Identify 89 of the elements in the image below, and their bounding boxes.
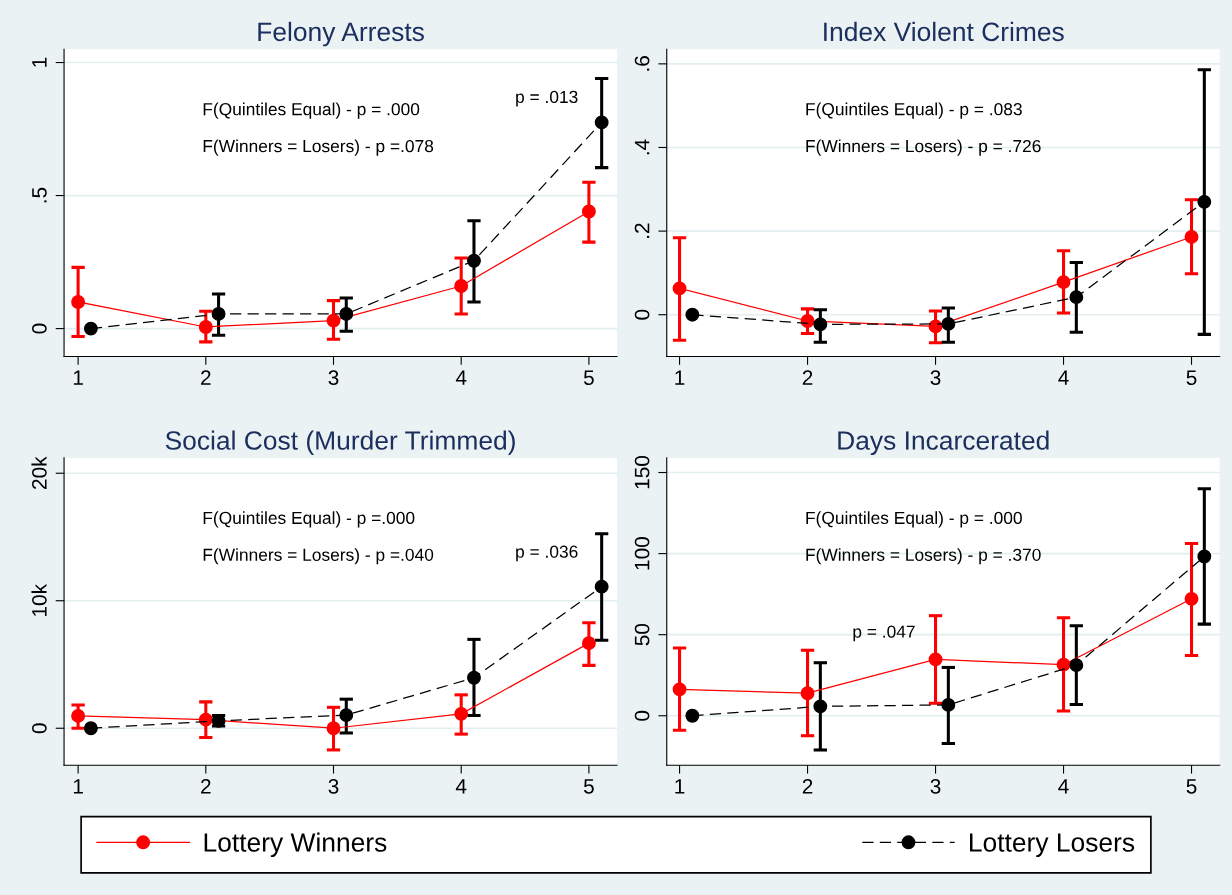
point — [326, 721, 341, 736]
y-tick-label: 0 — [32, 723, 47, 734]
point — [198, 712, 213, 727]
point — [941, 697, 956, 712]
point — [1069, 658, 1084, 673]
x-tick-label: 5 — [583, 370, 594, 386]
x-tick-label: 3 — [930, 370, 941, 386]
point — [71, 295, 86, 309]
annotation: F(Winners = Losers) - p = .370 — [806, 548, 1041, 565]
point — [581, 204, 596, 219]
annotation: p = .047 — [853, 625, 915, 642]
x-tick-label: 4 — [1058, 370, 1069, 385]
point — [581, 636, 596, 651]
point — [1056, 657, 1071, 672]
point — [685, 307, 700, 322]
point — [326, 313, 341, 328]
point — [928, 652, 943, 667]
x-tick-label: 3 — [328, 370, 339, 386]
annotation: F(Winners = Losers) - p =.078 — [203, 139, 434, 156]
x-tick-label: 2 — [201, 370, 211, 385]
point — [467, 670, 481, 685]
point — [800, 686, 815, 701]
point — [1184, 230, 1199, 244]
x-tick-label: 3 — [328, 778, 339, 794]
point — [672, 682, 687, 697]
y-tick-label: 10k — [31, 583, 47, 616]
x-tick-label: 1 — [73, 779, 83, 794]
chart-title: Index Violent Crimes — [824, 21, 1064, 42]
point — [685, 708, 700, 723]
annotation: p = .013 — [516, 90, 578, 107]
point — [339, 708, 354, 723]
x-tick-label: 1 — [675, 370, 685, 385]
point — [1197, 549, 1212, 564]
annotation: F(Winners = Losers) - p =.040 — [203, 548, 434, 565]
x-tick-label: 5 — [583, 779, 594, 794]
annotation: F(Quintiles Equal) - p =.000 — [203, 511, 415, 528]
point — [813, 317, 828, 332]
point — [1069, 290, 1084, 305]
point — [71, 708, 86, 723]
point — [454, 279, 469, 293]
x-tick-label: 4 — [455, 779, 467, 794]
point — [594, 115, 609, 130]
x-tick-label: 2 — [201, 778, 211, 794]
point — [672, 281, 687, 296]
y-tick-label: 0 — [634, 710, 650, 721]
annotation: F(Winners = Losers) - p = .726 — [806, 139, 1041, 156]
point — [813, 699, 828, 714]
annotation: F(Quintiles Equal) - p = .083 — [806, 102, 1022, 119]
y-tick-label: 0 — [32, 323, 47, 334]
chart-title: Days Incarcerated — [838, 430, 1049, 456]
point — [454, 706, 469, 721]
x-tick-label: 2 — [802, 778, 813, 794]
x-tick-label: 5 — [1186, 779, 1197, 794]
annotation: p = .036 — [516, 545, 578, 562]
y-tick-label: .2 — [634, 223, 650, 238]
point — [941, 316, 956, 331]
point — [594, 579, 609, 594]
point — [198, 320, 213, 334]
annotation: F(Quintiles Equal) - p = .000 — [806, 511, 1022, 528]
y-tick-label: .5 — [32, 187, 47, 203]
x-tick-label: 2 — [802, 370, 813, 385]
legend-label: Lottery Losers — [970, 833, 1135, 858]
y-tick-label: 1 — [32, 57, 47, 67]
chart-title: Felony Arrests — [258, 21, 424, 47]
y-tick-label: .6 — [634, 56, 650, 71]
y-tick-label: 50 — [634, 623, 650, 646]
point — [83, 321, 98, 336]
annotation: F(Quintiles Equal) - p = .000 — [203, 102, 420, 119]
x-tick-label: 1 — [73, 370, 83, 385]
x-tick-label: 4 — [455, 370, 467, 385]
y-tick-label: 100 — [634, 537, 650, 570]
legend-label: Lottery Winners — [204, 832, 387, 858]
x-tick-label: 3 — [930, 778, 941, 794]
x-tick-label: 1 — [675, 779, 685, 794]
y-tick-label: 20k — [31, 456, 47, 489]
point — [467, 253, 481, 268]
point — [1184, 591, 1199, 606]
y-tick-label: .4 — [634, 139, 650, 155]
point — [83, 721, 98, 736]
point — [211, 307, 226, 321]
x-tick-label: 5 — [1186, 370, 1197, 386]
x-tick-label: 4 — [1058, 779, 1069, 794]
point — [1197, 194, 1212, 209]
y-tick-label: 150 — [634, 455, 650, 489]
point — [1056, 275, 1071, 290]
chart-title: Social Cost (Murder Trimmed) — [165, 430, 515, 456]
point — [339, 307, 354, 321]
point — [800, 314, 815, 328]
y-tick-label: 0 — [634, 309, 650, 320]
